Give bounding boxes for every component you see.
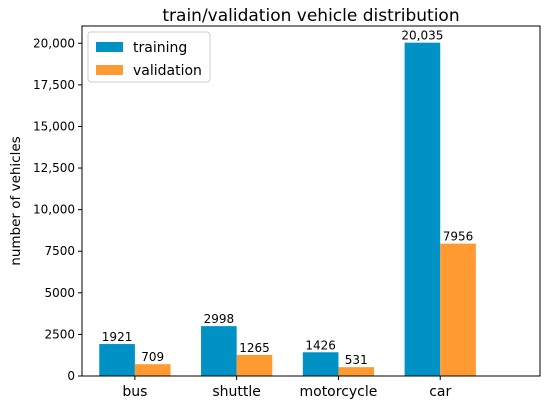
x-tick-label-bus: bus (122, 384, 147, 400)
data-label-training-car: 20,035 (401, 29, 443, 43)
y-tick-label-15000: 15,000 (33, 119, 75, 133)
legend-label-validation: validation (133, 63, 202, 79)
data-label-validation-car: 7956 (443, 230, 474, 244)
y-tick-label-17500: 17,500 (33, 78, 75, 92)
bar-training-shuttle (201, 326, 237, 376)
bar-validation-car (440, 243, 476, 376)
bar-training-motorcycle (302, 352, 339, 376)
data-label-training-bus: 1921 (102, 330, 133, 344)
y-tick-label-5000: 5000 (44, 286, 75, 300)
chart-title: train/validation vehicle distribution (162, 6, 459, 26)
y-axis-label: number of vehicles (8, 136, 24, 265)
y-tick-label-12500: 12,500 (33, 161, 75, 175)
y-tick-label-20000: 20,000 (33, 36, 75, 50)
data-label-validation-shuttle: 1265 (239, 341, 270, 355)
y-tick-label-7500: 7500 (44, 244, 75, 258)
x-tick-label-car: car (429, 384, 451, 400)
legend-swatch-validation (96, 65, 123, 75)
data-label-training-shuttle: 2998 (204, 312, 235, 326)
bars-group (99, 42, 476, 377)
data-labels-group: 1921 709 2998 1265 1426 531 20,035 7956 (102, 29, 474, 367)
bar-validation-shuttle (236, 354, 273, 376)
y-axis: 0 2500 5000 7500 10,000 12,500 15,000 17,500 20,… (33, 36, 82, 383)
legend-swatch-training (96, 42, 123, 52)
bar-validation-bus (134, 364, 171, 376)
data-label-validation-bus: 709 (141, 350, 164, 364)
x-tick-label-motorcycle: motorcycle (299, 384, 377, 400)
y-tick-label-2500: 2500 (44, 327, 75, 341)
legend-label-training: training (133, 40, 187, 56)
x-axis: bus shuttle motorcycle car (122, 376, 451, 400)
bar-validation-motorcycle (338, 367, 375, 376)
plot-frame (81, 25, 541, 377)
bar-training-car (404, 42, 441, 377)
y-tick-label-10000: 10,000 (33, 203, 75, 217)
bar-training-bus (99, 344, 135, 376)
data-label-validation-motorcycle: 531 (345, 353, 368, 367)
x-tick-label-shuttle: shuttle (212, 384, 261, 400)
legend: training validation (87, 31, 211, 83)
y-tick-label-0: 0 (67, 369, 75, 383)
data-label-training-motorcycle: 1426 (305, 338, 336, 352)
